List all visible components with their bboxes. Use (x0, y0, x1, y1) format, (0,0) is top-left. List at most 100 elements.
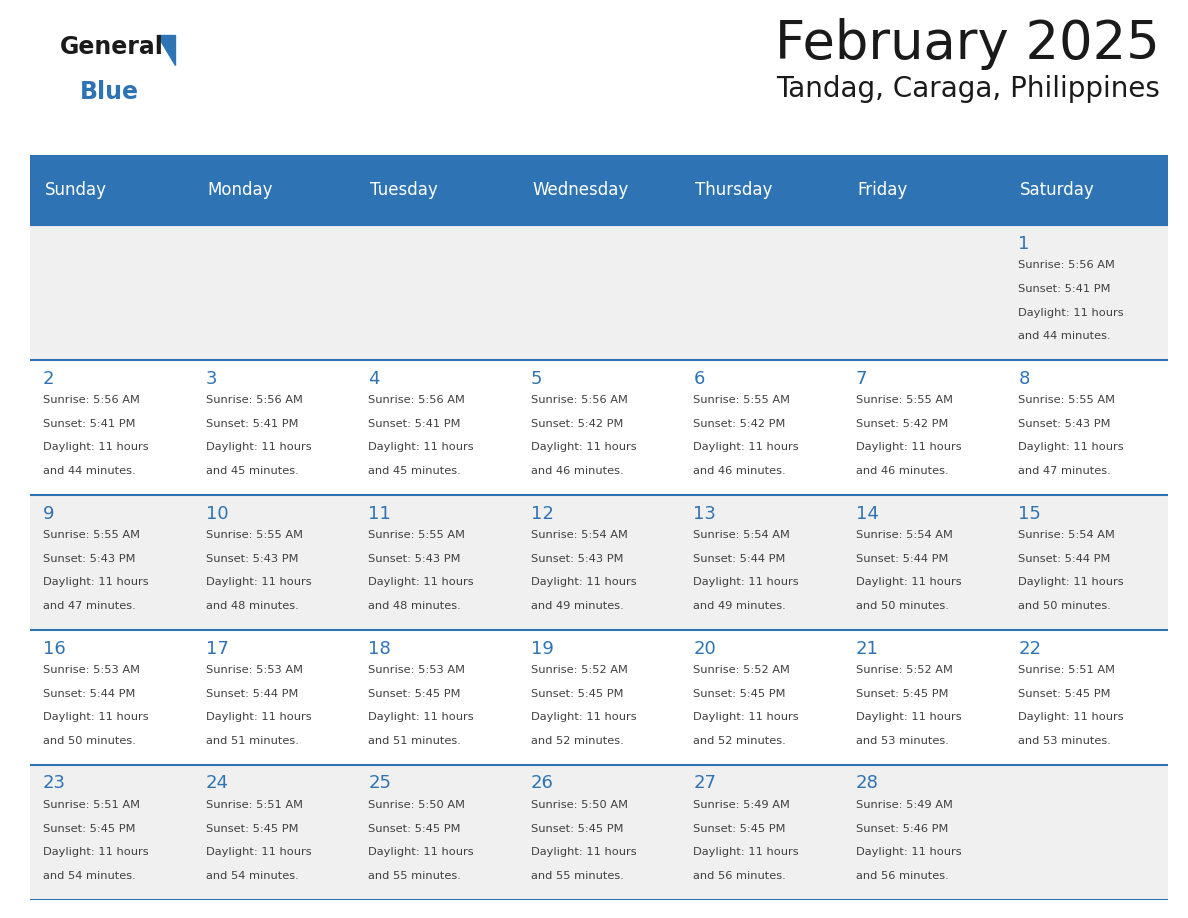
Text: Sunrise: 5:55 AM: Sunrise: 5:55 AM (43, 531, 140, 540)
Text: 10: 10 (206, 505, 228, 522)
Text: Sunrise: 5:56 AM: Sunrise: 5:56 AM (206, 396, 303, 405)
Text: Sunset: 5:42 PM: Sunset: 5:42 PM (855, 419, 948, 429)
Bar (30, 155, 1168, 225)
Text: 24: 24 (206, 775, 228, 792)
Text: Monday: Monday (207, 181, 273, 199)
Text: and 45 minutes.: and 45 minutes. (368, 466, 461, 476)
Text: Daylight: 11 hours: Daylight: 11 hours (1018, 712, 1124, 722)
Text: Daylight: 11 hours: Daylight: 11 hours (694, 847, 798, 857)
Text: 22: 22 (1018, 640, 1042, 657)
Text: and 56 minutes.: and 56 minutes. (855, 871, 948, 881)
Polygon shape (157, 35, 175, 65)
Text: Sunrise: 5:54 AM: Sunrise: 5:54 AM (855, 531, 953, 540)
Text: 4: 4 (368, 370, 380, 387)
Text: Sunset: 5:41 PM: Sunset: 5:41 PM (206, 419, 298, 429)
Text: Daylight: 11 hours: Daylight: 11 hours (1018, 577, 1124, 588)
Text: Sunset: 5:43 PM: Sunset: 5:43 PM (368, 554, 461, 564)
Text: Daylight: 11 hours: Daylight: 11 hours (206, 442, 311, 453)
Bar (30, 225, 1168, 360)
Text: Daylight: 11 hours: Daylight: 11 hours (855, 442, 961, 453)
Text: 15: 15 (1018, 505, 1042, 522)
Text: 23: 23 (43, 775, 67, 792)
Text: and 46 minutes.: and 46 minutes. (694, 466, 786, 476)
Text: Daylight: 11 hours: Daylight: 11 hours (855, 712, 961, 722)
Text: Sunset: 5:46 PM: Sunset: 5:46 PM (855, 823, 948, 834)
Text: Sunrise: 5:55 AM: Sunrise: 5:55 AM (694, 396, 790, 405)
Text: Sunrise: 5:52 AM: Sunrise: 5:52 AM (694, 666, 790, 675)
Text: Daylight: 11 hours: Daylight: 11 hours (368, 712, 474, 722)
Text: and 45 minutes.: and 45 minutes. (206, 466, 298, 476)
Text: 3: 3 (206, 370, 217, 387)
Text: Tuesday: Tuesday (369, 181, 437, 199)
Text: Sunday: Sunday (45, 181, 107, 199)
Text: 13: 13 (694, 505, 716, 522)
Text: Sunset: 5:45 PM: Sunset: 5:45 PM (694, 688, 785, 699)
Text: General: General (61, 35, 164, 59)
Text: Sunrise: 5:51 AM: Sunrise: 5:51 AM (1018, 666, 1116, 675)
Text: and 50 minutes.: and 50 minutes. (855, 601, 949, 611)
Text: Sunset: 5:41 PM: Sunset: 5:41 PM (43, 419, 135, 429)
Text: Sunrise: 5:55 AM: Sunrise: 5:55 AM (206, 531, 303, 540)
Text: Sunset: 5:45 PM: Sunset: 5:45 PM (43, 823, 135, 834)
Text: Daylight: 11 hours: Daylight: 11 hours (531, 442, 637, 453)
Text: Daylight: 11 hours: Daylight: 11 hours (694, 712, 798, 722)
Text: and 46 minutes.: and 46 minutes. (531, 466, 624, 476)
Text: and 54 minutes.: and 54 minutes. (43, 871, 135, 881)
Text: 7: 7 (855, 370, 867, 387)
Text: and 53 minutes.: and 53 minutes. (1018, 736, 1111, 746)
Text: and 53 minutes.: and 53 minutes. (855, 736, 949, 746)
Text: 9: 9 (43, 505, 55, 522)
Text: and 44 minutes.: and 44 minutes. (43, 466, 135, 476)
Text: Blue: Blue (80, 80, 139, 104)
Text: Sunset: 5:45 PM: Sunset: 5:45 PM (694, 823, 785, 834)
Text: Sunrise: 5:56 AM: Sunrise: 5:56 AM (43, 396, 140, 405)
Text: Sunrise: 5:53 AM: Sunrise: 5:53 AM (206, 666, 303, 675)
Text: Daylight: 11 hours: Daylight: 11 hours (43, 712, 148, 722)
Text: Sunset: 5:44 PM: Sunset: 5:44 PM (694, 554, 785, 564)
Text: Daylight: 11 hours: Daylight: 11 hours (368, 577, 474, 588)
Text: 12: 12 (531, 505, 554, 522)
Text: 17: 17 (206, 640, 228, 657)
Text: February 2025: February 2025 (776, 18, 1159, 70)
Text: Sunrise: 5:52 AM: Sunrise: 5:52 AM (531, 666, 627, 675)
Text: Sunrise: 5:50 AM: Sunrise: 5:50 AM (368, 800, 466, 810)
Text: Daylight: 11 hours: Daylight: 11 hours (43, 442, 148, 453)
Text: Sunset: 5:44 PM: Sunset: 5:44 PM (855, 554, 948, 564)
Text: 27: 27 (694, 775, 716, 792)
Text: Daylight: 11 hours: Daylight: 11 hours (531, 577, 637, 588)
Text: and 47 minutes.: and 47 minutes. (43, 601, 135, 611)
Text: 19: 19 (531, 640, 554, 657)
Text: and 52 minutes.: and 52 minutes. (694, 736, 786, 746)
Text: Sunrise: 5:54 AM: Sunrise: 5:54 AM (531, 531, 627, 540)
Text: Sunrise: 5:55 AM: Sunrise: 5:55 AM (1018, 396, 1116, 405)
Text: Friday: Friday (858, 181, 908, 199)
Text: and 54 minutes.: and 54 minutes. (206, 871, 298, 881)
Text: and 49 minutes.: and 49 minutes. (531, 601, 624, 611)
Text: Thursday: Thursday (695, 181, 772, 199)
Text: Sunrise: 5:53 AM: Sunrise: 5:53 AM (43, 666, 140, 675)
Text: Daylight: 11 hours: Daylight: 11 hours (43, 577, 148, 588)
Text: Sunset: 5:44 PM: Sunset: 5:44 PM (206, 688, 298, 699)
Text: and 52 minutes.: and 52 minutes. (531, 736, 624, 746)
Text: 5: 5 (531, 370, 542, 387)
Text: Sunset: 5:45 PM: Sunset: 5:45 PM (531, 823, 624, 834)
Text: Sunset: 5:43 PM: Sunset: 5:43 PM (206, 554, 298, 564)
Text: 20: 20 (694, 640, 716, 657)
Text: Daylight: 11 hours: Daylight: 11 hours (531, 712, 637, 722)
Text: and 47 minutes.: and 47 minutes. (1018, 466, 1111, 476)
Text: 14: 14 (855, 505, 879, 522)
Text: Sunrise: 5:54 AM: Sunrise: 5:54 AM (694, 531, 790, 540)
Text: Sunrise: 5:56 AM: Sunrise: 5:56 AM (368, 396, 465, 405)
Text: Sunrise: 5:55 AM: Sunrise: 5:55 AM (368, 531, 466, 540)
Text: Sunrise: 5:56 AM: Sunrise: 5:56 AM (1018, 261, 1116, 270)
Text: Saturday: Saturday (1020, 181, 1095, 199)
Text: 2: 2 (43, 370, 55, 387)
Bar (30, 360, 1168, 495)
Text: Sunset: 5:45 PM: Sunset: 5:45 PM (1018, 688, 1111, 699)
Text: Sunrise: 5:53 AM: Sunrise: 5:53 AM (368, 666, 466, 675)
Text: Sunset: 5:41 PM: Sunset: 5:41 PM (1018, 284, 1111, 294)
Text: and 56 minutes.: and 56 minutes. (694, 871, 786, 881)
Text: Sunset: 5:43 PM: Sunset: 5:43 PM (1018, 419, 1111, 429)
Text: Daylight: 11 hours: Daylight: 11 hours (368, 442, 474, 453)
Text: and 48 minutes.: and 48 minutes. (368, 601, 461, 611)
